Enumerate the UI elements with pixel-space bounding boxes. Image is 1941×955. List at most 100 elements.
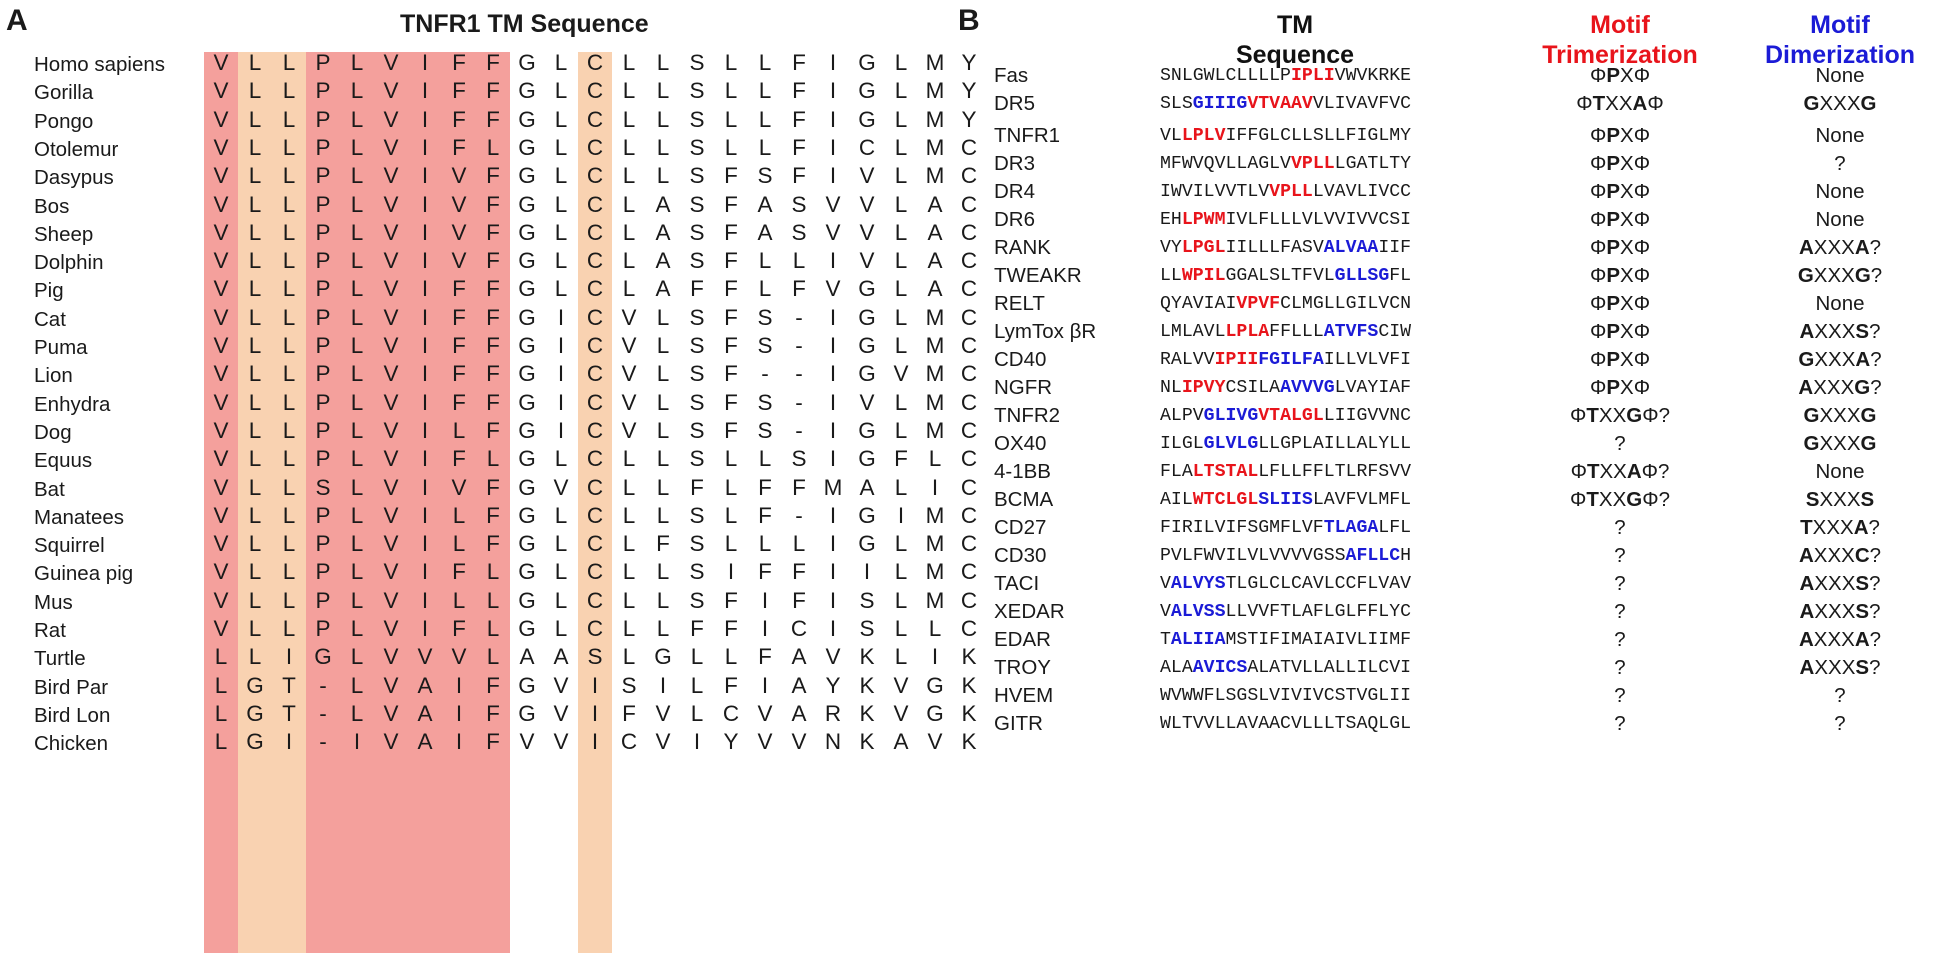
- residue: L: [350, 502, 364, 528]
- residue: V: [213, 474, 229, 500]
- residue: I: [761, 672, 769, 698]
- dimerization-motif-segment: AFLLC: [1345, 546, 1401, 566]
- residue: V: [383, 700, 399, 726]
- residue: L: [894, 134, 908, 160]
- residue: L: [554, 587, 568, 613]
- residue: I: [421, 446, 429, 472]
- residue: I: [421, 134, 429, 160]
- sequence-segment: VL: [1160, 126, 1182, 146]
- species-row: Otolemur V L L P L V I F L G L C L L S L L F I C L M C: [0, 133, 977, 167]
- residue: C: [960, 531, 978, 557]
- dimerization-motif: None: [1815, 292, 1865, 315]
- residue: C: [790, 616, 808, 641]
- residue: L: [554, 276, 568, 302]
- residue: A: [417, 729, 433, 755]
- residue: L: [656, 559, 670, 585]
- residue: C: [960, 361, 978, 387]
- species-row: Gorilla V L L P L V I F F G L C L L S L L F I G L M Y: [0, 76, 977, 110]
- residue: A: [655, 276, 671, 302]
- residue: V: [553, 672, 569, 698]
- residue: G: [518, 587, 536, 613]
- residue: L: [282, 559, 296, 585]
- dimerization-motif-header: Motif Dimerization: [1740, 10, 1940, 70]
- residue: F: [894, 446, 908, 472]
- residue: L: [894, 616, 908, 641]
- trimerization-motif: ΦPXΦ: [1589, 180, 1651, 203]
- species-row: Chicken L G I - I V A I F V V I C V I Y V V N K A V K: [0, 727, 977, 761]
- residue: P: [315, 163, 331, 189]
- residue: V: [213, 219, 229, 245]
- trimerization-motif: ΦPXΦ: [1589, 292, 1651, 315]
- species-name: Gorilla: [34, 81, 94, 105]
- residue: K: [859, 700, 875, 726]
- residue: V: [859, 191, 875, 217]
- sequence-segment: FL: [1389, 266, 1412, 286]
- residue: I: [421, 559, 429, 585]
- residue: G: [518, 446, 536, 472]
- residue: F: [486, 78, 500, 104]
- protein-name: NGFR: [994, 376, 1053, 399]
- residue: L: [622, 616, 636, 641]
- residue: V: [451, 163, 467, 189]
- residue: A: [655, 219, 671, 245]
- species-name: Squirrel: [34, 534, 105, 558]
- residue: F: [792, 134, 806, 160]
- residue: P: [315, 587, 331, 613]
- residue: C: [586, 276, 604, 302]
- residue: P: [315, 531, 331, 557]
- sequence-segment: LLVVFTLAFLGLFFLYC: [1225, 602, 1412, 622]
- residue: M: [925, 361, 945, 387]
- protein-name: TACI: [994, 572, 1040, 595]
- residue: L: [350, 587, 364, 613]
- sequence-segment: CLMGLLGILVCN: [1280, 294, 1412, 314]
- residue: G: [518, 616, 536, 641]
- residue: F: [690, 616, 704, 641]
- dimerization-motif-segment: GLIVG: [1203, 406, 1259, 426]
- residue: C: [586, 474, 604, 500]
- dimerization-header-line2: Dimerization: [1764, 41, 1916, 69]
- residue: L: [622, 644, 636, 670]
- residue: V: [383, 106, 399, 132]
- species-name: Mus: [34, 590, 73, 614]
- residue: F: [724, 191, 738, 217]
- residue: I: [421, 587, 429, 613]
- residue: V: [383, 531, 399, 557]
- residue: L: [486, 446, 500, 472]
- residue: L: [452, 502, 466, 528]
- species-name: Enhydra: [34, 392, 111, 416]
- residue: L: [282, 333, 296, 358]
- residue: I: [829, 616, 837, 641]
- residue: -: [795, 389, 803, 415]
- residue: G: [246, 729, 264, 755]
- residue: M: [925, 106, 945, 132]
- tm-sequence: EHLPWMIVLFLLLVLVVIVVCSI: [1160, 210, 1411, 230]
- residue: L: [248, 446, 262, 472]
- protein-row: BCMA AILWTCLGLSLIISLAVFVLMFL ΦTXXGΦ? SXXXS: [990, 486, 1930, 516]
- residue: I: [421, 616, 429, 641]
- trimerization-motif-segment: IPII: [1214, 350, 1259, 370]
- residue: V: [383, 50, 399, 75]
- residue: F: [792, 106, 806, 132]
- trimerization-motif-segment: WTCLGL: [1192, 490, 1259, 510]
- residue: F: [486, 389, 500, 415]
- tm-sequence-header: TM Sequence: [1175, 10, 1415, 70]
- protein-row: TROY ALAAVICSALATVLLALLILCVI? AXXXS?: [990, 654, 1930, 684]
- trimerization-motif: ?: [1614, 712, 1626, 735]
- sequence-segment: FLA: [1160, 462, 1193, 482]
- residue: L: [656, 616, 670, 641]
- residue: G: [518, 531, 536, 557]
- residue: P: [315, 361, 331, 387]
- residue: L: [350, 163, 364, 189]
- residue: G: [858, 531, 876, 557]
- dimerization-motif-segment: ALVYS: [1170, 574, 1226, 594]
- residue: L: [894, 559, 908, 585]
- residue: L: [554, 191, 568, 217]
- residue: C: [960, 474, 978, 500]
- residue: G: [518, 417, 536, 443]
- dimerization-motif: SXXXS: [1805, 488, 1875, 511]
- species-name: Manatees: [34, 505, 125, 529]
- residue: L: [656, 389, 670, 415]
- residue: L: [894, 474, 908, 500]
- residue: F: [452, 446, 466, 472]
- residue: I: [455, 729, 463, 755]
